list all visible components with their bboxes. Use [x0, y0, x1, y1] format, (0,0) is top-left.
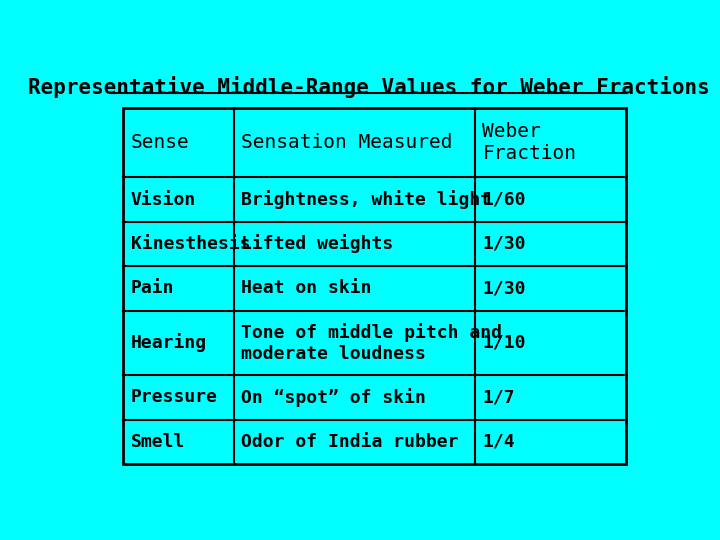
Text: Representative Middle-Range Values for Weber Fractions: Representative Middle-Range Values for W… [28, 76, 710, 98]
Text: Weber
Fraction: Weber Fraction [482, 123, 576, 164]
Text: Tone of middle pitch and
moderate loudness: Tone of middle pitch and moderate loudne… [241, 323, 503, 363]
Text: Smell: Smell [131, 433, 185, 451]
Text: Odor of India rubber: Odor of India rubber [241, 433, 459, 451]
Bar [124, 109, 626, 464]
Text: Pressure: Pressure [131, 388, 217, 406]
Text: 1/30: 1/30 [482, 235, 526, 253]
Text: 1/30: 1/30 [482, 279, 526, 298]
Text: 1/10: 1/10 [482, 334, 526, 352]
Text: On “spot” of skin: On “spot” of skin [241, 388, 426, 407]
Text: Vision: Vision [131, 191, 196, 208]
Text: Sensation Measured: Sensation Measured [241, 133, 453, 152]
Text: 1/60: 1/60 [482, 191, 526, 208]
Text: Hearing: Hearing [131, 333, 207, 353]
Text: 1/4: 1/4 [482, 433, 515, 451]
Text: Sense: Sense [131, 133, 189, 152]
Text: Brightness, white light: Brightness, white light [241, 190, 491, 209]
Text: Lifted weights: Lifted weights [241, 234, 393, 253]
Text: Kinesthesis: Kinesthesis [131, 235, 251, 253]
Text: 1/7: 1/7 [482, 388, 515, 406]
Text: Pain: Pain [131, 279, 174, 298]
Text: Heat on skin: Heat on skin [241, 279, 372, 298]
